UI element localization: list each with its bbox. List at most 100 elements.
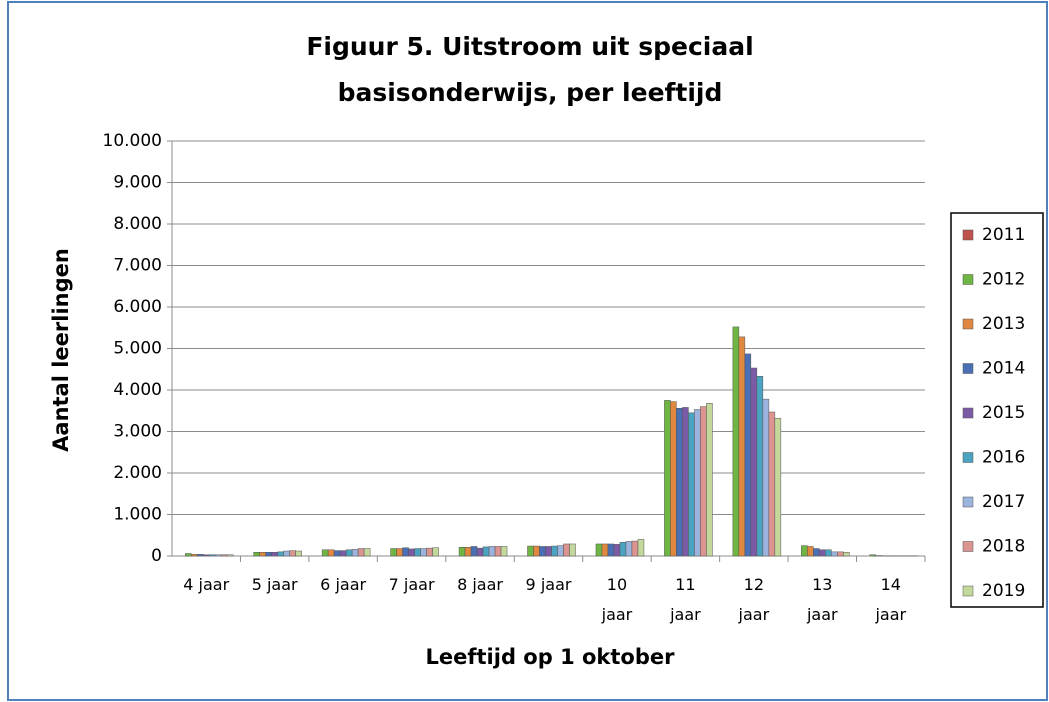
- bar: [551, 545, 558, 557]
- bar: [682, 407, 689, 557]
- x-tick-label: 8 jaar: [457, 575, 503, 594]
- bar: [664, 400, 671, 557]
- x-tick-label: 13 jaar: [806, 575, 838, 624]
- x-tick-label: 5 jaar: [251, 575, 298, 594]
- bar: [825, 549, 832, 557]
- bar: [184, 553, 192, 557]
- bar: [283, 550, 290, 557]
- bar: [557, 545, 564, 557]
- bar: [539, 546, 546, 557]
- x-tick-label: 12 jaar: [738, 575, 770, 624]
- y-tick-label: 7.000: [113, 256, 162, 276]
- bar: [208, 554, 216, 557]
- y-tick-label: 3.000: [113, 422, 162, 442]
- legend-label: 2011: [982, 225, 1025, 245]
- bar: [801, 545, 808, 557]
- legend-label: 2018: [982, 537, 1025, 557]
- legend-swatch: [962, 229, 974, 241]
- bar: [688, 412, 695, 557]
- legend-label: 2019: [982, 581, 1025, 601]
- legend-swatch: [962, 274, 974, 285]
- bar: [476, 547, 484, 557]
- bar: [601, 543, 609, 557]
- bar: [420, 548, 427, 557]
- frame: [7, 1, 1048, 701]
- bar: [488, 546, 496, 557]
- bar: [408, 548, 415, 557]
- bar: [277, 551, 284, 557]
- legend-label: 2017: [982, 492, 1025, 512]
- bar: [545, 546, 552, 557]
- bar: [837, 551, 844, 557]
- y-tick-label: 8.000: [113, 214, 162, 234]
- bar: [289, 550, 296, 557]
- bar: [426, 547, 433, 557]
- bar: [333, 550, 341, 557]
- bar: [345, 549, 353, 557]
- bar: [738, 336, 746, 557]
- bar: [363, 548, 371, 557]
- bar: [595, 543, 603, 557]
- bar: [265, 552, 272, 557]
- y-tick-label: 2.000: [113, 463, 162, 483]
- bar: [321, 549, 329, 557]
- bar: [819, 549, 826, 557]
- bar: [762, 398, 770, 557]
- bar: [527, 545, 534, 557]
- bar: [563, 543, 570, 557]
- y-axis-label: Aantal leerlingen: [49, 248, 73, 452]
- x-tick-label: 11 jaar: [670, 575, 701, 624]
- y-tick-label: 10.000: [103, 131, 162, 151]
- bar: [700, 406, 707, 557]
- x-tick-label: 7 jaar: [388, 575, 435, 594]
- bar: [670, 401, 677, 557]
- bar: [619, 542, 627, 557]
- legend-label: 2015: [982, 403, 1025, 423]
- bar: [613, 544, 621, 557]
- bar: [357, 548, 365, 557]
- y-tick-label: 5.000: [113, 339, 162, 359]
- bar: [533, 545, 540, 557]
- bar: [569, 543, 576, 557]
- x-tick-label: 4 jaar: [183, 575, 230, 594]
- legend-swatch: [962, 318, 974, 330]
- bar: [869, 554, 877, 557]
- bar: [327, 549, 335, 557]
- bar: [768, 411, 776, 557]
- bar: [295, 550, 302, 557]
- bar: [464, 547, 472, 557]
- bar: [750, 367, 758, 557]
- bar: [196, 554, 204, 557]
- bar: [214, 554, 222, 557]
- x-tick-label: 9 jaar: [525, 575, 572, 594]
- legend-swatch: [962, 496, 974, 508]
- legend-swatch: [962, 407, 974, 419]
- bar: [631, 540, 639, 557]
- y-tick-label: 1.000: [113, 505, 162, 525]
- bar: [202, 554, 210, 557]
- bar: [732, 326, 740, 557]
- bar: [396, 548, 403, 557]
- legend-swatch: [962, 541, 974, 552]
- bar: [259, 552, 266, 557]
- y-tick-label: 9.000: [113, 173, 162, 193]
- bar: [226, 554, 234, 557]
- bar: [813, 548, 820, 557]
- chart-title: Figuur 5. Uitstroom uit speciaal basison…: [306, 32, 754, 107]
- bar: [482, 546, 490, 557]
- bar: [637, 539, 645, 557]
- bar: [458, 547, 466, 557]
- x-tick-label: 10 jaar: [601, 575, 633, 624]
- bar: [494, 546, 502, 557]
- bar: [831, 551, 838, 557]
- bar: [390, 548, 397, 557]
- legend-label: 2014: [982, 359, 1025, 379]
- legend-swatch: [962, 363, 974, 374]
- bar: [625, 541, 633, 557]
- bar: [500, 546, 508, 557]
- legend-label: 2016: [982, 448, 1025, 468]
- y-tick-label: 0: [151, 546, 162, 566]
- bar: [744, 353, 752, 557]
